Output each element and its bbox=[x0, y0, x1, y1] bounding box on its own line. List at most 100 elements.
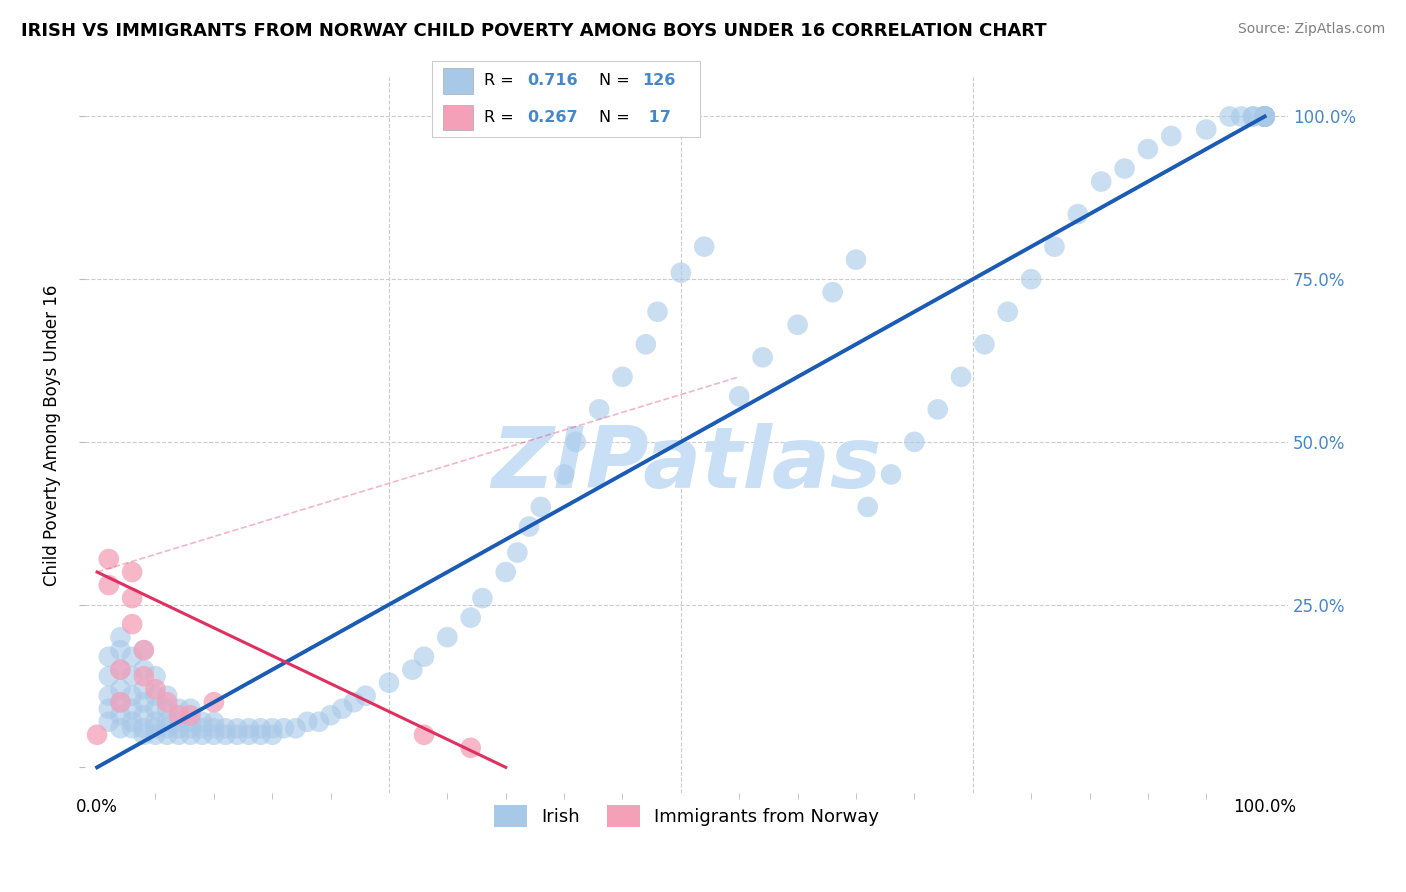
Bar bbox=[443, 104, 472, 130]
Irish bbox=[378, 675, 401, 690]
Irish bbox=[1043, 240, 1066, 254]
Immigrants from Norway bbox=[179, 708, 201, 723]
Immigrants from Norway bbox=[86, 728, 108, 742]
Text: R =: R = bbox=[484, 72, 519, 87]
Irish bbox=[145, 714, 167, 729]
Irish bbox=[330, 702, 353, 716]
Irish bbox=[202, 721, 225, 735]
Irish bbox=[1019, 272, 1042, 286]
Irish bbox=[1160, 128, 1182, 143]
Irish bbox=[238, 728, 260, 742]
Irish bbox=[97, 689, 120, 703]
Irish bbox=[1253, 110, 1275, 124]
Text: R =: R = bbox=[484, 111, 519, 126]
Irish bbox=[588, 402, 610, 417]
Text: ZIPatlas: ZIPatlas bbox=[492, 423, 882, 506]
Irish bbox=[214, 728, 236, 742]
Irish bbox=[973, 337, 995, 351]
Irish bbox=[179, 702, 201, 716]
Irish bbox=[262, 721, 284, 735]
Immigrants from Norway bbox=[121, 591, 143, 606]
Irish bbox=[880, 467, 903, 482]
Irish bbox=[506, 545, 529, 559]
Immigrants from Norway bbox=[202, 695, 225, 709]
Irish bbox=[156, 702, 179, 716]
Immigrants from Norway bbox=[110, 695, 132, 709]
Irish bbox=[1067, 207, 1090, 221]
Irish bbox=[1195, 122, 1218, 136]
Irish bbox=[167, 721, 190, 735]
Irish bbox=[1253, 110, 1275, 124]
Irish bbox=[226, 728, 249, 742]
Irish bbox=[354, 689, 377, 703]
Legend: Irish, Immigrants from Norway: Irish, Immigrants from Norway bbox=[488, 798, 886, 834]
Irish bbox=[634, 337, 657, 351]
Irish bbox=[565, 434, 588, 449]
Irish bbox=[249, 721, 271, 735]
Irish bbox=[1230, 110, 1253, 124]
Immigrants from Norway bbox=[97, 578, 120, 592]
Irish bbox=[132, 663, 155, 677]
Immigrants from Norway bbox=[132, 669, 155, 683]
Irish bbox=[121, 669, 143, 683]
Irish bbox=[191, 728, 214, 742]
Text: N =: N = bbox=[599, 111, 634, 126]
Irish bbox=[132, 682, 155, 697]
Irish bbox=[1253, 110, 1275, 124]
Irish bbox=[1253, 110, 1275, 124]
Irish bbox=[495, 565, 517, 579]
Immigrants from Norway bbox=[460, 740, 482, 755]
Text: Source: ZipAtlas.com: Source: ZipAtlas.com bbox=[1237, 22, 1385, 37]
Irish bbox=[202, 728, 225, 742]
Irish bbox=[284, 721, 307, 735]
Irish bbox=[728, 389, 751, 403]
Irish bbox=[903, 434, 925, 449]
Irish bbox=[97, 702, 120, 716]
Irish bbox=[238, 721, 260, 735]
Irish bbox=[191, 714, 214, 729]
Irish bbox=[297, 714, 319, 729]
Irish bbox=[202, 714, 225, 729]
Irish bbox=[845, 252, 868, 267]
Text: 0.716: 0.716 bbox=[527, 72, 578, 87]
Irish bbox=[132, 695, 155, 709]
Irish bbox=[1253, 110, 1275, 124]
Irish bbox=[145, 702, 167, 716]
Immigrants from Norway bbox=[145, 682, 167, 697]
Irish bbox=[856, 500, 879, 514]
Text: 17: 17 bbox=[643, 111, 671, 126]
Irish bbox=[110, 708, 132, 723]
Irish bbox=[1253, 110, 1275, 124]
Irish bbox=[1114, 161, 1136, 176]
Immigrants from Norway bbox=[121, 565, 143, 579]
Irish bbox=[1253, 110, 1275, 124]
Irish bbox=[821, 285, 844, 300]
Irish bbox=[553, 467, 575, 482]
Irish bbox=[669, 266, 692, 280]
Irish bbox=[693, 240, 716, 254]
Irish bbox=[121, 702, 143, 716]
Irish bbox=[647, 304, 669, 318]
Immigrants from Norway bbox=[110, 663, 132, 677]
Irish bbox=[179, 728, 201, 742]
Irish bbox=[156, 728, 179, 742]
Irish bbox=[97, 669, 120, 683]
Irish bbox=[110, 630, 132, 644]
Irish bbox=[273, 721, 295, 735]
Irish bbox=[156, 714, 179, 729]
Irish bbox=[1253, 110, 1275, 124]
Irish bbox=[1253, 110, 1275, 124]
Irish bbox=[121, 714, 143, 729]
Irish bbox=[156, 721, 179, 735]
Irish bbox=[1253, 110, 1275, 124]
Irish bbox=[612, 369, 634, 384]
Irish bbox=[167, 702, 190, 716]
Irish bbox=[343, 695, 366, 709]
Irish bbox=[179, 714, 201, 729]
Irish bbox=[145, 721, 167, 735]
FancyBboxPatch shape bbox=[432, 62, 700, 136]
Text: N =: N = bbox=[599, 72, 634, 87]
Irish bbox=[1253, 110, 1275, 124]
Irish bbox=[121, 721, 143, 735]
Irish bbox=[145, 728, 167, 742]
